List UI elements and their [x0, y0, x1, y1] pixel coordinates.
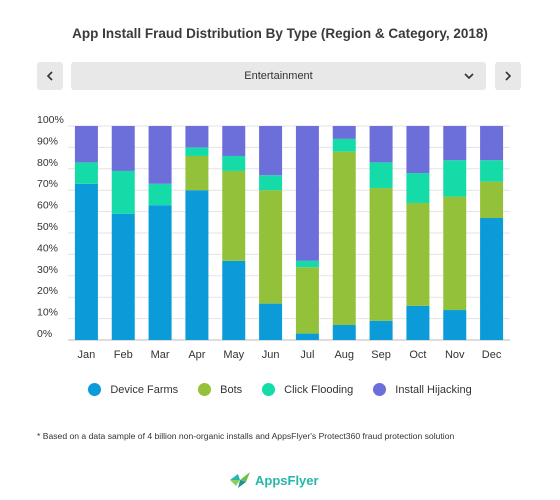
x-tick-label: Mar: [151, 349, 170, 361]
bar-segment-click-flooding: [295, 260, 319, 268]
bar-segment-click-flooding: [111, 170, 135, 214]
bar-segment-click-flooding: [185, 147, 209, 156]
x-tick-label: Feb: [114, 349, 133, 361]
bar-segment-click-flooding: [369, 162, 393, 189]
bar-segment-bots: [295, 267, 319, 334]
previous-button[interactable]: [37, 62, 63, 90]
bar-segment-install-hijacking: [259, 126, 283, 176]
legend-swatch: [373, 383, 387, 396]
y-tick-label: 20%: [37, 285, 58, 297]
y-tick-label: 10%: [37, 307, 58, 319]
bar-segment-bots: [480, 181, 504, 219]
x-tick-label: Apr: [188, 349, 205, 361]
bar-segment-device-farms: [148, 205, 172, 340]
legend-item: Bots: [198, 383, 242, 396]
chevron-right-icon: [505, 71, 512, 81]
bar-segment-install-hijacking: [74, 126, 98, 163]
legend-label: Click Flooding: [284, 383, 354, 396]
x-tick-label: Aug: [334, 349, 354, 361]
bar-segment-device-farms: [295, 333, 319, 340]
y-tick-label: 100%: [37, 114, 64, 126]
chart-title: App Install Fraud Distribution By Type (…: [72, 26, 488, 41]
bar-segment-device-farms: [111, 213, 135, 340]
y-tick-label: 0%: [37, 328, 52, 340]
y-tick-label: 70%: [37, 178, 58, 190]
bar-segment-install-hijacking: [369, 126, 393, 163]
x-tick-label: Nov: [445, 349, 465, 361]
bar-segment-click-flooding: [332, 138, 356, 152]
bar-segment-device-farms: [406, 305, 430, 340]
bar-segment-install-hijacking: [185, 126, 209, 148]
legend-item: Device Farms: [88, 383, 178, 396]
bar-segment-install-hijacking: [222, 126, 246, 156]
bar-segment-click-flooding: [259, 175, 283, 191]
bar-segment-install-hijacking: [406, 126, 430, 174]
bar-segment-install-hijacking: [111, 126, 135, 171]
legend-label: Device Farms: [110, 383, 179, 396]
y-tick-label: 50%: [37, 221, 58, 233]
bar-segment-device-farms: [480, 218, 504, 340]
x-tick-label: Jul: [300, 349, 314, 361]
bar-segment-click-flooding: [74, 162, 98, 184]
bar-segment-install-hijacking: [295, 126, 319, 261]
bar-segment-bots: [222, 170, 246, 261]
bar-segment-install-hijacking: [443, 126, 467, 161]
legend-swatch: [262, 383, 276, 396]
bar-segment-bots: [443, 196, 467, 311]
bar-segment-device-farms: [74, 183, 98, 340]
category-select-value: Entertainment: [244, 70, 313, 82]
bar-segment-click-flooding: [222, 155, 246, 171]
bar-segment-install-hijacking: [480, 126, 504, 161]
bar-segment-device-farms: [332, 325, 356, 340]
bar-segment-bots: [406, 203, 430, 306]
bar-segment-install-hijacking: [332, 126, 356, 139]
legend-item: Click Flooding: [262, 383, 353, 396]
bar-segment-click-flooding: [443, 160, 467, 197]
legend-swatch: [198, 383, 212, 396]
appsflyer-logo: AppsFlyer: [228, 470, 319, 490]
bar-segment-install-hijacking: [148, 126, 172, 184]
legend-swatch: [88, 383, 102, 396]
y-tick-label: 60%: [37, 200, 58, 212]
legend: Device Farms Bots Click Flooding Install Hi…: [0, 383, 560, 396]
bar-segment-device-farms: [185, 190, 209, 340]
bar-segment-device-farms: [443, 310, 467, 340]
footnote: * Based on a data sample of 4 billion no…: [37, 431, 455, 441]
bar-segment-click-flooding: [480, 160, 504, 182]
bar-segment-device-farms: [259, 303, 283, 340]
appsflyer-logo-icon: [230, 472, 250, 488]
bar-segment-device-farms: [222, 260, 246, 340]
y-tick-label: 90%: [37, 135, 58, 147]
x-tick-label: Oct: [409, 349, 426, 361]
bar-segment-click-flooding: [148, 183, 172, 206]
bar-segment-bots: [369, 188, 393, 321]
y-tick-label: 40%: [37, 242, 58, 254]
legend-item: Install Hijacking: [373, 383, 472, 396]
x-tick-label: Dec: [482, 349, 502, 361]
bar-segment-bots: [259, 190, 283, 304]
bar-segment-device-farms: [369, 320, 393, 340]
chevron-down-icon: [464, 73, 474, 80]
bar-segment-bots: [332, 151, 356, 326]
x-tick-label: Jan: [78, 349, 96, 361]
x-tick-label: Jun: [262, 349, 280, 361]
y-tick-label: 80%: [37, 157, 58, 169]
bar-segment-click-flooding: [406, 173, 430, 204]
legend-label: Bots: [220, 383, 243, 396]
stacked-bar-chart: 0% 10% 20% 30% 40% 50% 60% 70% 80% 90% 100% Jan Feb M…: [37, 114, 510, 361]
category-select[interactable]: Entertainment: [71, 62, 486, 90]
x-tick-label: Sep: [371, 349, 391, 361]
x-tick-label: May: [223, 349, 244, 361]
y-tick-label: 30%: [37, 264, 58, 276]
next-button[interactable]: [495, 62, 521, 90]
chevron-left-icon: [46, 71, 53, 81]
bar-segment-bots: [185, 155, 209, 191]
legend-label: Install Hijacking: [395, 383, 472, 396]
